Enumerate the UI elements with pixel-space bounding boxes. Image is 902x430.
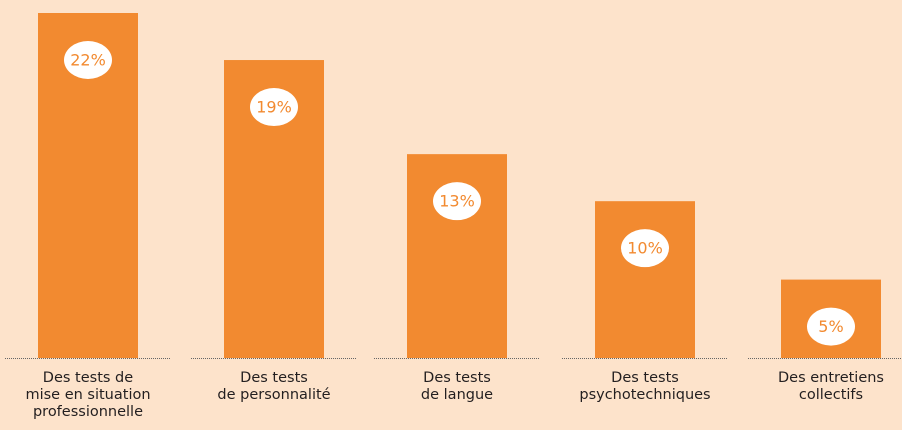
value-label-bubble [250,88,298,127]
value-label-bubble [433,182,481,221]
x-tick-label: Des tests de langue [420,370,494,403]
value-label-bubble [621,229,669,268]
value-label: 22% [70,51,106,70]
value-label: 19% [256,98,292,117]
value-label-bubble [64,41,112,79]
x-tick-label: Des entretiens collectifs [778,370,884,403]
value-label: 5% [818,317,843,336]
value-label: 10% [627,239,663,258]
bar [595,201,695,358]
x-tick-label: Des tests de personnalité [217,370,331,403]
x-tick-label: Des tests de mise en situation professio… [25,370,151,420]
value-label: 13% [439,192,475,211]
x-tick-label: Des tests psychotechniques [579,370,711,403]
value-label-bubble [807,307,855,346]
